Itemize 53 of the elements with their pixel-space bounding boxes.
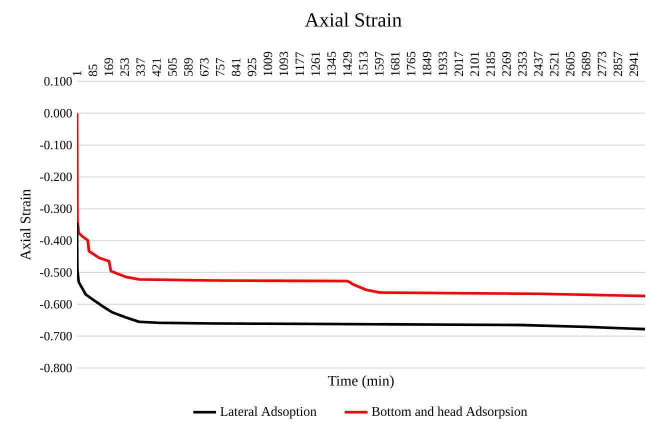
x-tick-label: 1849 (422, 52, 432, 76)
y-tick-label: 0.100 (44, 77, 72, 86)
y-tick-label: -0.700 (40, 332, 72, 340)
x-tick-label: 2521 (550, 52, 559, 76)
x-tick-label: 2857 (614, 52, 622, 76)
x-tick-label: 1009 (264, 52, 272, 76)
x-tick-label: 841 (232, 58, 240, 76)
legend-label: Bottom and head Adsorpsion (372, 406, 528, 419)
x-tick-label: 1513 (359, 52, 368, 76)
x-tick-label: 2437 (534, 52, 543, 76)
x-tick-label: 253 (120, 58, 129, 76)
x-tick-label: 1 (72, 71, 82, 76)
y-tick-label: 0.000 (44, 108, 72, 118)
y-tick-label: -0.800 (40, 364, 72, 372)
line-series (77, 221, 645, 330)
x-tick-label: 505 (168, 58, 177, 76)
x-tick-label: 337 (136, 58, 145, 76)
x-tick-label: 2269 (502, 52, 511, 76)
x-tick-label: 757 (216, 58, 224, 76)
x-tick-label: 1933 (438, 52, 448, 76)
y-tick-label: -0.100 (40, 140, 72, 150)
legend-label: Lateral Adsoption (220, 406, 317, 419)
x-tick-label: 2941 (630, 52, 638, 76)
x-tick-label: 2605 (566, 52, 574, 76)
y-tick-label: -0.600 (40, 300, 72, 309)
x-tick-label: 2689 (582, 52, 590, 76)
x-tick-label: 673 (200, 58, 209, 76)
y-tick-label: -0.200 (40, 172, 72, 182)
x-tick-label: 1093 (280, 52, 288, 76)
x-tick-label: 2017 (454, 52, 464, 76)
line-series (77, 112, 645, 298)
x-tick-label: 85 (88, 64, 98, 76)
x-tick-label: 589 (184, 58, 193, 76)
x-tick-label: 421 (152, 58, 161, 76)
x-tick-label: 1681 (390, 52, 400, 76)
x-tick-label: 169 (104, 58, 114, 76)
y-axis-title: Axial Strain (20, 189, 30, 260)
y-tick-label: -0.300 (40, 204, 72, 214)
x-tick-label: 2353 (518, 52, 527, 76)
y-tick-label: -0.500 (40, 268, 72, 277)
x-tick-label: 2773 (598, 52, 606, 76)
x-tick-label: 1261 (311, 52, 320, 76)
x-tick-label: 1177 (296, 52, 304, 76)
x-tick-label: 1345 (327, 52, 336, 76)
x-tick-label: 2185 (486, 52, 495, 76)
x-axis-title: Time (min) (328, 375, 394, 389)
x-tick-label: 2101 (470, 52, 480, 76)
x-tick-label: 925 (248, 58, 256, 76)
y-tick-label: -0.400 (40, 236, 72, 245)
chart-title: Axial Strain (304, 12, 402, 27)
x-tick-label: 1597 (375, 52, 384, 76)
x-tick-label: 1765 (406, 52, 416, 76)
x-tick-label: 1429 (343, 52, 352, 76)
